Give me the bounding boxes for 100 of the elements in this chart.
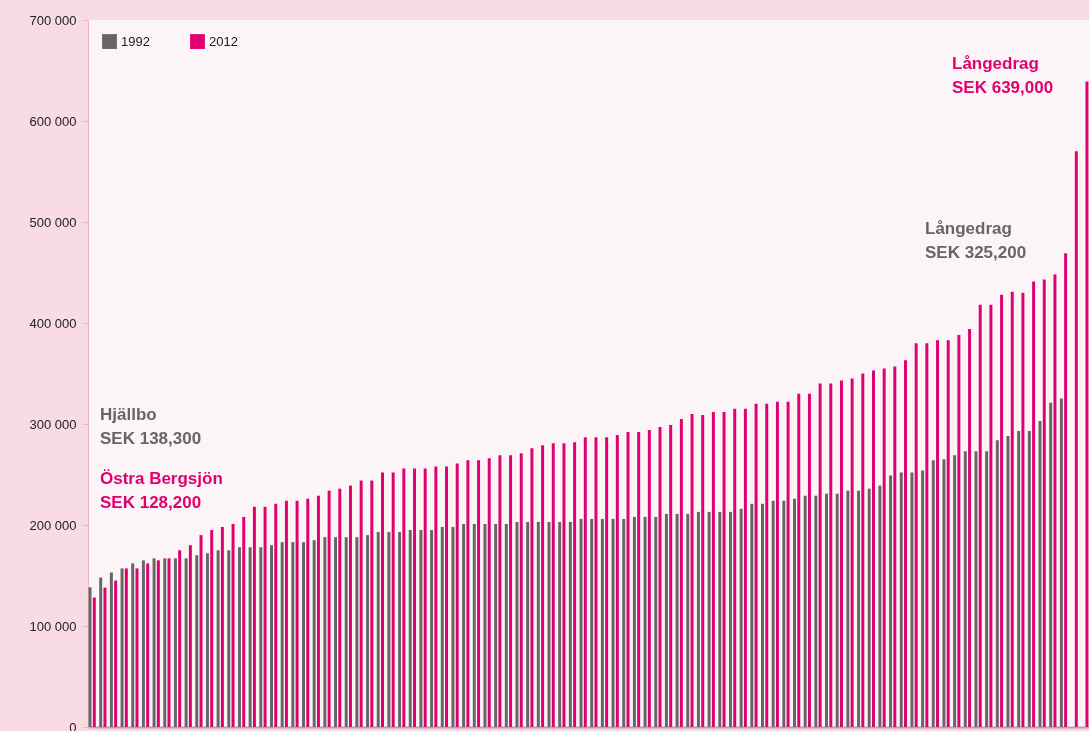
bar [622,518,626,727]
bar [398,532,402,727]
bar [718,511,722,727]
bar [690,413,694,727]
bar [103,587,107,727]
bar [195,555,199,727]
bar [786,401,790,727]
bar [963,451,967,727]
bar [835,493,839,727]
bar [664,513,668,727]
bar [974,451,978,727]
bar [739,508,743,727]
bar [515,521,519,727]
bar [889,475,893,727]
bar [590,518,594,727]
annotation: Östra Bergsjön SEK 128,200 [100,469,223,512]
bar [509,455,513,727]
bar [760,503,764,727]
bar [167,558,171,727]
bar [611,518,615,727]
bar [547,521,551,727]
bar [1049,402,1053,727]
bar [882,368,886,727]
bar [562,443,566,727]
bar [359,480,363,727]
bar [573,442,577,727]
bar [765,403,769,727]
bar [269,545,273,727]
bar [754,403,758,727]
bar [280,542,284,727]
bar [92,597,96,727]
bar [408,530,412,727]
bar [643,516,647,727]
bar [477,460,481,727]
bar [978,304,982,727]
bar [455,463,459,727]
bar [291,542,295,727]
bar [675,513,679,727]
bar [1059,398,1063,727]
bar [237,547,241,727]
bar [942,459,946,727]
bar [850,378,854,727]
bar [904,360,908,727]
bar [494,523,498,727]
bar [141,560,145,727]
bar [899,472,903,727]
bar [957,335,961,727]
legend-label: 2012 [209,33,238,49]
bar [231,523,235,727]
bar [867,488,871,727]
bar [387,532,391,727]
annotation: Långedrag SEK 639,000 [952,54,1054,97]
bar [797,393,801,727]
bar [242,516,246,727]
bar [583,437,587,727]
bar [152,558,156,727]
bar [519,453,523,727]
bar [946,340,950,727]
bar [861,373,865,727]
bar [263,506,267,727]
bar [782,500,786,727]
bar [701,414,705,727]
bar [722,411,726,727]
bar [312,540,316,727]
bar [953,455,957,727]
bar [579,518,583,727]
bar [462,523,466,727]
bar [413,468,417,727]
bar [551,443,555,727]
y-tick-label: 0 [69,719,77,731]
bar [568,521,572,727]
bar [1006,436,1010,727]
bar [1021,292,1025,727]
bar [793,498,796,727]
bar [541,445,545,727]
bar [530,448,534,727]
bar [1000,294,1004,727]
bar [711,411,715,727]
bar [857,490,861,727]
bar [803,495,807,727]
bar [173,558,177,727]
bar [376,532,380,727]
bar [252,506,256,727]
bar [1074,151,1078,727]
bar [846,490,850,727]
y-tick-label: 400 000 [29,315,77,331]
bar [99,577,103,727]
bar [829,383,833,727]
bar [536,521,540,727]
bar [259,547,263,727]
bar [818,383,822,727]
bar [775,401,779,727]
bar [184,558,188,727]
bar [306,498,310,727]
bar [743,408,747,727]
y-tick-label: 300 000 [29,416,77,432]
bar [1053,274,1057,727]
bar [558,521,562,727]
bar [135,568,139,727]
bar [498,455,502,727]
